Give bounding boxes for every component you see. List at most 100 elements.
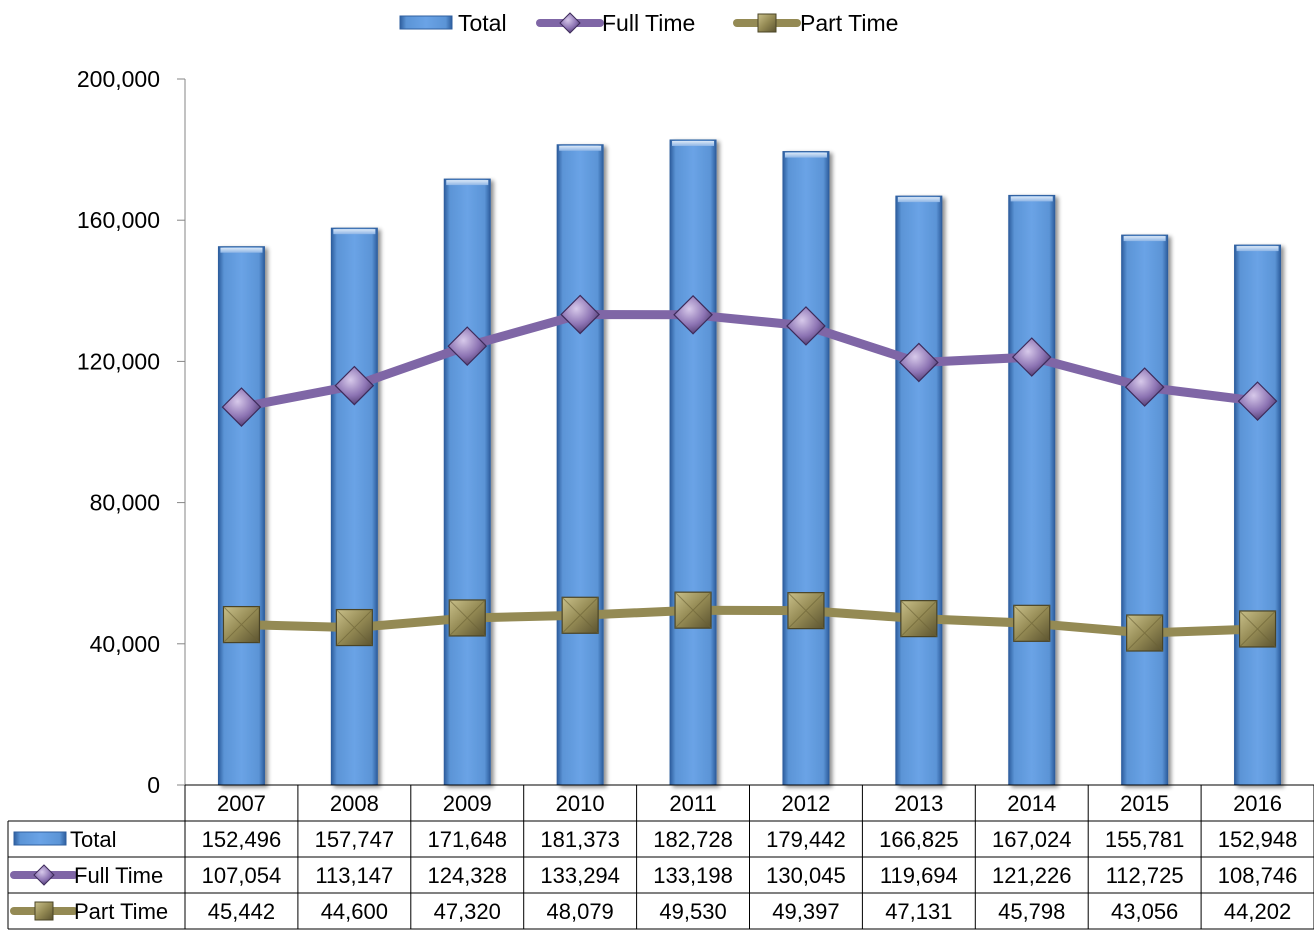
table-cell-value: 49,530 bbox=[659, 899, 726, 924]
marker-full-time bbox=[1237, 381, 1278, 421]
marker-square-bevel bbox=[223, 606, 260, 643]
marker-full-time bbox=[1011, 337, 1052, 377]
bar-total bbox=[217, 246, 265, 786]
marker-full-time bbox=[786, 306, 826, 346]
legend-swatch-marker bbox=[559, 12, 581, 34]
marker-part-time bbox=[1013, 604, 1051, 642]
bar-top-bevel bbox=[559, 145, 602, 151]
marker-full-time bbox=[447, 326, 488, 366]
x-category-label: 2014 bbox=[1007, 791, 1056, 816]
marker-part-time bbox=[222, 605, 261, 644]
marker-square-bevel bbox=[674, 591, 712, 629]
marker-square-bevel bbox=[900, 600, 938, 637]
marker-part-time bbox=[1126, 614, 1164, 652]
table-cell-value: 152,948 bbox=[1218, 827, 1298, 852]
table-cell-value: 45,442 bbox=[208, 899, 275, 924]
table-cell-value: 107,054 bbox=[202, 863, 282, 888]
marker-full-time bbox=[560, 294, 600, 335]
table-cell-value: 45,798 bbox=[998, 899, 1065, 924]
legend: Total Full Time Part Time bbox=[399, 10, 898, 36]
legend-swatch-total bbox=[399, 15, 453, 30]
line-series bbox=[221, 294, 1278, 652]
table-cell-value: 113,147 bbox=[315, 863, 393, 888]
bar-body bbox=[330, 227, 378, 786]
marker-square-bevel bbox=[448, 599, 486, 637]
legend-item-part-time: Part Time bbox=[733, 10, 898, 36]
table-cell-value: 47,131 bbox=[885, 899, 952, 924]
bar-body bbox=[1121, 234, 1169, 786]
y-tick-label: 40,000 bbox=[90, 631, 160, 657]
table-cell-value: 171,648 bbox=[427, 827, 507, 852]
table-cell-value: 43,056 bbox=[1111, 899, 1178, 924]
legend-swatch-marker bbox=[757, 13, 777, 33]
table-cell-value: 166,825 bbox=[879, 827, 959, 852]
marker-part-time bbox=[561, 596, 599, 634]
table-row-label: Total bbox=[70, 827, 116, 852]
bar-body bbox=[895, 195, 943, 786]
table-cell-value: 124,328 bbox=[427, 863, 507, 888]
marker-square-bevel bbox=[1013, 604, 1051, 642]
bar-body bbox=[782, 151, 830, 786]
marker-part-time bbox=[335, 608, 373, 647]
marker-full-time bbox=[334, 365, 375, 406]
legend-swatch-total bbox=[13, 831, 67, 846]
bar-total bbox=[782, 151, 830, 786]
y-axis: 0 40,000 80,000 120,000 160,000 200,000 bbox=[77, 66, 186, 798]
x-category-label: 2012 bbox=[781, 791, 830, 816]
y-tick-label: 80,000 bbox=[90, 490, 160, 516]
x-category-label: 2010 bbox=[556, 791, 605, 816]
bar-total bbox=[1121, 234, 1169, 786]
table-cell-value: 155,781 bbox=[1105, 827, 1185, 852]
bar-top-bevel bbox=[220, 247, 263, 253]
bar-total bbox=[556, 144, 604, 786]
table-cell-value: 47,320 bbox=[434, 899, 501, 924]
legend-swatch-marker bbox=[34, 901, 54, 921]
x-category-label: 2013 bbox=[894, 791, 943, 816]
line-part-time bbox=[236, 605, 1262, 638]
table-cell-value: 44,600 bbox=[321, 899, 388, 924]
table-cell-value: 108,746 bbox=[1218, 863, 1298, 888]
table-cell-value: 130,045 bbox=[766, 863, 846, 888]
marker-full-time bbox=[1124, 367, 1165, 407]
y-tick-label: 160,000 bbox=[77, 207, 160, 233]
bar-body bbox=[443, 178, 491, 786]
bar-top-bevel bbox=[672, 140, 715, 146]
bar-top-bevel bbox=[1010, 196, 1053, 202]
marker-full-time bbox=[673, 294, 713, 335]
table-cell-value: 48,079 bbox=[547, 899, 614, 924]
y-tick-label: 0 bbox=[147, 772, 160, 798]
marker-square-bevel bbox=[787, 592, 825, 629]
table-cell-value: 49,397 bbox=[772, 899, 839, 924]
table-row-part-time: Part Time 45,442 44,600 47,320 48,079 49,530 4… bbox=[10, 899, 1291, 924]
legend-swatch-marker bbox=[33, 864, 55, 886]
table-cell-value: 157,747 bbox=[315, 827, 395, 852]
table-row-total: Total 152,496 157,747 171,648 181,373 182,728… bbox=[13, 827, 1298, 852]
table-cell-value: 181,373 bbox=[540, 827, 620, 852]
table-cell-value: 44,202 bbox=[1224, 899, 1291, 924]
bar-body bbox=[1234, 244, 1282, 786]
marker-part-time bbox=[900, 600, 938, 638]
table-cell-value: 182,728 bbox=[653, 827, 733, 852]
bar-body bbox=[669, 139, 717, 786]
bar-total bbox=[443, 178, 491, 786]
table-cell-value: 112,725 bbox=[1106, 863, 1184, 888]
y-tick-label: 200,000 bbox=[77, 66, 160, 92]
bar-body bbox=[217, 246, 265, 786]
x-category-label: 2015 bbox=[1120, 791, 1169, 816]
x-category-label: 2007 bbox=[217, 791, 266, 816]
x-category-label: 2008 bbox=[330, 791, 379, 816]
legend-item-total: Total bbox=[399, 10, 507, 36]
table-cell-value: 121,226 bbox=[992, 863, 1072, 888]
bar-total bbox=[330, 227, 378, 786]
bar-series-total bbox=[217, 139, 1282, 786]
marker-part-time bbox=[787, 592, 825, 630]
table-row-label: Part Time bbox=[74, 899, 168, 924]
legend-label: Part Time bbox=[800, 10, 898, 36]
bar-total bbox=[1008, 194, 1056, 786]
y-tick-label: 120,000 bbox=[77, 348, 160, 374]
table-cell-value: 133,294 bbox=[540, 863, 620, 888]
table-cell-value: 167,024 bbox=[992, 827, 1072, 852]
legend-label: Full Time bbox=[602, 10, 695, 36]
marker-part-time bbox=[1238, 610, 1277, 648]
